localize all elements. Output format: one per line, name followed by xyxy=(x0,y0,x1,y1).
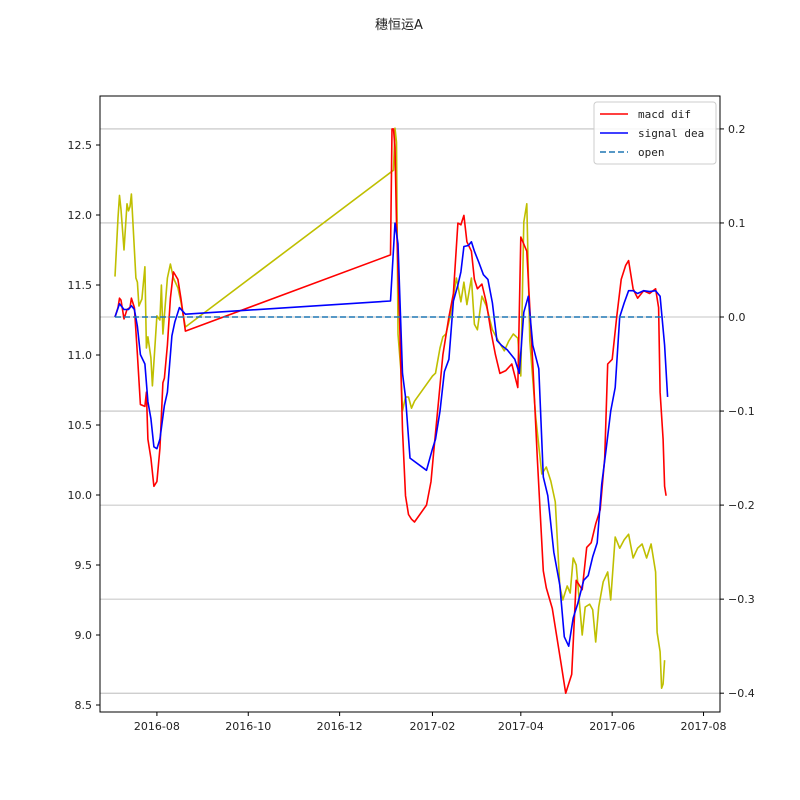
left-tick-label-0: 8.5 xyxy=(75,699,93,712)
chart-title: 穗恒运A xyxy=(375,18,423,33)
left-tick-label-5: 11.0 xyxy=(68,349,93,362)
right-tick-label-1: −0.3 xyxy=(728,593,755,606)
legend-label-2: open xyxy=(638,146,665,159)
right-tick-label-3: −0.1 xyxy=(728,405,755,418)
series-line-dea xyxy=(114,222,669,647)
x-tick-label-3: 2017-02 xyxy=(409,720,455,733)
x-tick-label-0: 2016-08 xyxy=(134,720,180,733)
right-tick-label-4: 0.0 xyxy=(728,311,746,324)
x-tick-label-4: 2017-04 xyxy=(498,720,544,733)
left-tick-label-7: 12.0 xyxy=(68,209,93,222)
left-tick-label-8: 12.5 xyxy=(68,139,93,152)
x-tick-label-1: 2016-10 xyxy=(225,720,271,733)
legend-label-1: signal dea xyxy=(638,127,704,140)
left-axis: 8.5 9.0 9.5 10.0 10.5 11.0 11.5 12.0 12.5 xyxy=(68,139,100,712)
right-axis-grid xyxy=(100,128,720,694)
left-tick-label-3: 10.0 xyxy=(68,489,93,502)
x-tick-label-6: 2017-08 xyxy=(681,720,727,733)
right-tick-label-0: −0.4 xyxy=(728,687,755,700)
left-tick-label-2: 9.5 xyxy=(75,559,93,572)
left-tick-label-6: 11.5 xyxy=(68,279,93,292)
right-axis: −0.4 −0.3 −0.2 −0.1 0.0 0.1 0.2 xyxy=(720,123,755,700)
x-axis: 2016-08 2016-10 2016-12 2017-02 2017-04 2017-… xyxy=(134,712,727,733)
plot-frame xyxy=(99,95,721,713)
x-tick-label-5: 2017-06 xyxy=(589,720,635,733)
right-tick-label-6: 0.2 xyxy=(728,123,746,136)
right-tick-label-5: 0.1 xyxy=(728,217,746,230)
left-tick-label-1: 9.0 xyxy=(75,629,93,642)
legend: macd dif signal dea open xyxy=(593,101,717,165)
series-layer xyxy=(114,127,669,694)
series-line-price xyxy=(114,127,666,689)
series-line-dif xyxy=(114,128,667,694)
right-tick-label-2: −0.2 xyxy=(728,499,755,512)
left-tick-label-4: 10.5 xyxy=(68,419,93,432)
legend-box xyxy=(593,101,717,165)
legend-label-0: macd dif xyxy=(638,108,691,121)
x-tick-label-2: 2016-12 xyxy=(317,720,363,733)
